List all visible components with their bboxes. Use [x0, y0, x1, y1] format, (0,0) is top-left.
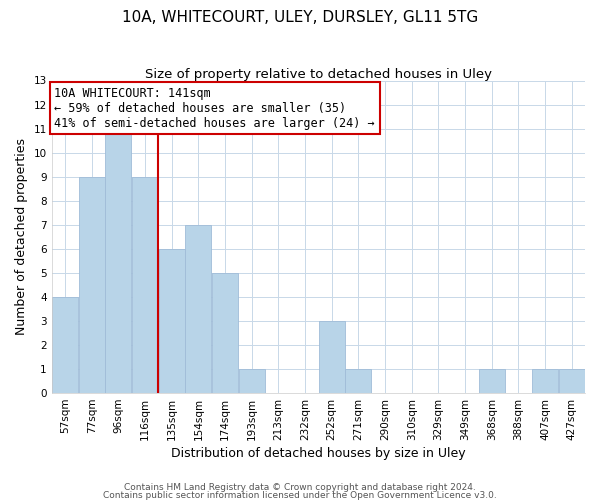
Bar: [345, 369, 371, 393]
X-axis label: Distribution of detached houses by size in Uley: Distribution of detached houses by size …: [171, 447, 466, 460]
Bar: [158, 249, 185, 393]
Bar: [559, 369, 585, 393]
Text: Contains HM Land Registry data © Crown copyright and database right 2024.: Contains HM Land Registry data © Crown c…: [124, 484, 476, 492]
Bar: [212, 273, 238, 393]
Bar: [79, 176, 105, 393]
Bar: [479, 369, 505, 393]
Bar: [319, 321, 345, 393]
Bar: [105, 128, 131, 393]
Bar: [132, 176, 158, 393]
Text: 10A, WHITECOURT, ULEY, DURSLEY, GL11 5TG: 10A, WHITECOURT, ULEY, DURSLEY, GL11 5TG: [122, 10, 478, 25]
Bar: [239, 369, 265, 393]
Y-axis label: Number of detached properties: Number of detached properties: [15, 138, 28, 336]
Bar: [532, 369, 558, 393]
Text: 10A WHITECOURT: 141sqm
← 59% of detached houses are smaller (35)
41% of semi-det: 10A WHITECOURT: 141sqm ← 59% of detached…: [55, 87, 375, 130]
Bar: [52, 297, 78, 393]
Title: Size of property relative to detached houses in Uley: Size of property relative to detached ho…: [145, 68, 492, 80]
Text: Contains public sector information licensed under the Open Government Licence v3: Contains public sector information licen…: [103, 490, 497, 500]
Bar: [185, 225, 211, 393]
